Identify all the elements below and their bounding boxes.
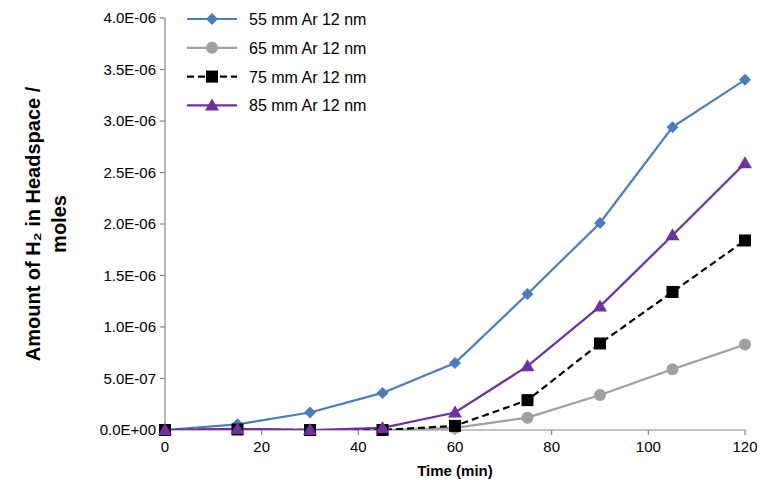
y-tick-label: 3.0E-06 (103, 112, 156, 129)
legend-marker (206, 71, 218, 83)
y-tick (160, 69, 165, 70)
y-tick (160, 17, 165, 18)
series-line (165, 163, 745, 430)
data-point (739, 74, 751, 86)
data-point (593, 299, 607, 311)
data-point (667, 121, 679, 133)
x-axis-label: Time (min) (417, 462, 493, 479)
x-tick (551, 430, 552, 435)
legend-label: 65 mm Ar 12 nm (249, 40, 366, 57)
y-tick (160, 275, 165, 276)
data-point (667, 286, 679, 298)
series-line (165, 345, 745, 430)
y-tick-label: 1.5E-06 (103, 267, 156, 284)
y-tick (160, 223, 165, 224)
data-point (159, 424, 171, 436)
series-line (165, 240, 745, 430)
data-point (159, 424, 171, 436)
data-point (377, 387, 389, 399)
data-point (739, 234, 751, 246)
legend-marker (205, 98, 219, 110)
legend-label: 85 mm Ar 12 nm (249, 97, 366, 114)
markers (158, 74, 752, 436)
y-tick (160, 326, 165, 327)
data-point (448, 405, 462, 417)
y-tick-label: 3.5E-06 (103, 61, 156, 78)
x-tick-label: 20 (253, 438, 270, 455)
y-tick-label: 0.0E+00 (100, 421, 156, 438)
x-tick (261, 430, 262, 435)
legend: 55 mm Ar 12 nm 65 mm Ar 12 nm 75 mm Ar 12 … (187, 11, 366, 114)
x-tick-label: 0 (161, 438, 169, 455)
y-tick-label: 1.0E-06 (103, 318, 156, 335)
data-point (594, 337, 606, 349)
x-tick (648, 430, 649, 435)
data-point (667, 363, 679, 375)
y-tick (160, 378, 165, 379)
x-tick-label: 80 (543, 438, 560, 455)
data-point (304, 406, 316, 418)
data-point (159, 424, 171, 436)
data-point (522, 288, 534, 300)
x-tick (744, 430, 745, 435)
data-point (158, 423, 172, 435)
data-point (594, 217, 606, 229)
y-tick (160, 172, 165, 173)
legend-marker (206, 13, 218, 25)
data-point (522, 394, 534, 406)
data-point (231, 422, 245, 434)
chart: 0.0E+00 5.0E-07 1.0E-06 1.5E-06 2.0E-06 2.5E-… (0, 0, 763, 497)
y-tick-label: 5.0E-07 (103, 370, 156, 387)
data-point (303, 423, 317, 435)
data-point (304, 424, 316, 436)
legend-marker (206, 42, 218, 54)
y-tick-label: 4.0E-06 (103, 9, 156, 26)
data-point (738, 156, 752, 168)
series-line (165, 80, 745, 430)
legend-label: 75 mm Ar 12 nm (249, 69, 366, 86)
data-point (449, 357, 461, 369)
data-point (521, 359, 535, 371)
data-point (232, 423, 244, 435)
legend-label: 55 mm Ar 12 nm (249, 11, 366, 28)
lines (165, 80, 745, 430)
x-tick-label: 60 (447, 438, 464, 455)
data-point (594, 389, 606, 401)
x-tick-label: 100 (636, 438, 661, 455)
data-point (449, 420, 461, 432)
y-tick (160, 120, 165, 121)
data-point (304, 424, 316, 436)
y-tick-label: 2.0E-06 (103, 215, 156, 232)
data-point (739, 339, 751, 351)
x-tick-label: 40 (350, 438, 367, 455)
x-tick-label: 120 (732, 438, 757, 455)
data-point (666, 228, 680, 240)
y-tick-label: 2.5E-06 (103, 164, 156, 181)
x-tick (358, 430, 359, 435)
data-point (522, 412, 534, 424)
data-point (376, 421, 390, 433)
y-axis-label-line: Amount of H₂ in Headspace / (22, 86, 44, 361)
y-axis-label-line: moles (48, 195, 70, 253)
y-axis-label: Amount of H₂ in Headspace /moles (22, 86, 70, 361)
